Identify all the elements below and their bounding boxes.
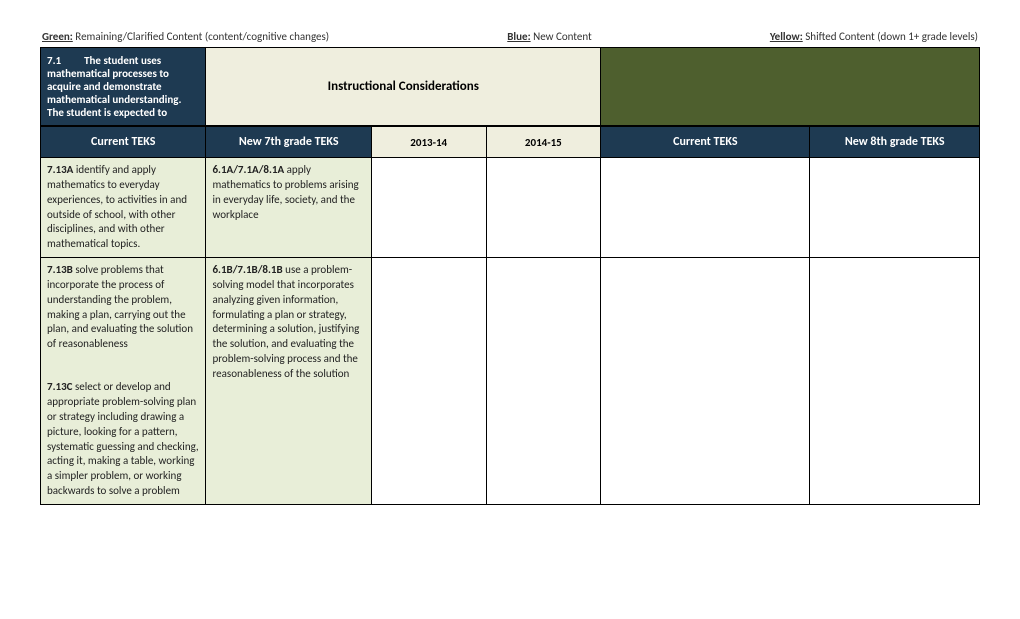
teks-code: 7.13A [47,163,73,176]
new-8th-cell [810,258,980,505]
current-teks-8-cell [601,158,810,258]
teks-text: solve problems that incorporate the proc… [47,263,193,350]
teks-text: use a problem-solving model that incorpo… [212,263,359,380]
instructional-label: Instructional Considerations [328,79,479,94]
col-2014-15: 2014-15 [486,126,601,158]
legend-bar: Green: Remaining/Clarified Content (cont… [40,30,980,43]
new-7th-cell: 6.1B/7.1B/8.1B use a problem-solving mod… [206,258,371,505]
standard-text: The student uses mathematical processes … [47,54,181,119]
teks-code: 6.1B/7.1B/8.1B [212,263,282,276]
standard-header-cell: 7.1 The student uses mathematical proces… [41,48,206,127]
legend-blue-label: Blue: [507,30,530,43]
teks-code: 6.1A/7.1A/8.1A [212,163,284,176]
cell-2014-15 [486,158,601,258]
legend-green-label: Green: [42,30,73,43]
cell-2014-15 [486,258,601,505]
col-2013-14: 2013-14 [371,126,486,158]
current-teks-cell: 7.13B solve problems that incorporate th… [41,258,206,505]
legend-blue: Blue: New Content [507,30,591,43]
col-new-8th: New 8th grade TEKS [810,126,980,158]
teks-text: select or develop and appropriate proble… [47,380,199,497]
teks-text: identify and apply mathematics to everyd… [47,163,187,250]
legend-yellow: Yellow: Shifted Content (down 1+ grade l… [770,30,978,43]
teks-code: 7.13C [47,380,73,393]
legend-green: Green: Remaining/Clarified Content (cont… [42,30,329,43]
current-teks-cell: 7.13A identify and apply mathematics to … [41,158,206,258]
legend-yellow-label: Yellow: [770,30,803,43]
legend-green-text: Remaining/Clarified Content (content/cog… [73,30,329,43]
legend-blue-text: New Content [531,30,592,43]
teks-table: 7.1 The student uses mathematical proces… [40,47,980,505]
instructional-header-cell: Instructional Considerations [206,48,601,127]
new-8th-cell [810,158,980,258]
header-row-1: 7.1 The student uses mathematical proces… [41,48,980,127]
teks-code: 7.13B [47,263,73,276]
olive-header-cell [601,48,980,127]
current-teks-8-cell [601,258,810,505]
col-current-teks-2: Current TEKS [601,126,810,158]
new-7th-cell: 6.1A/7.1A/8.1A apply mathematics to prob… [206,158,371,258]
cell-2013-14 [371,258,486,505]
table-row: 7.13B solve problems that incorporate th… [41,258,980,505]
col-new-7th: New 7th grade TEKS [206,126,371,158]
table-row: 7.13A identify and apply mathematics to … [41,158,980,258]
standard-number: 7.1 [47,54,61,67]
col-current-teks-1: Current TEKS [41,126,206,158]
legend-yellow-text: Shifted Content (down 1+ grade levels) [803,30,978,43]
cell-2013-14 [371,158,486,258]
column-header-row: Current TEKS New 7th grade TEKS 2013-14 … [41,126,980,158]
